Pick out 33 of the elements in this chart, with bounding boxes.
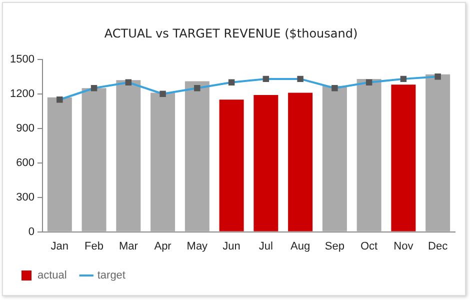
- bar: [219, 100, 244, 232]
- x-tick-label: May: [186, 240, 208, 252]
- bar: [150, 92, 176, 232]
- bar: [82, 88, 106, 232]
- x-tick-label: Jul: [258, 240, 273, 252]
- legend-label: target: [97, 270, 126, 282]
- x-tick-label: Jan: [50, 240, 69, 252]
- x-tick-label: Oct: [360, 240, 378, 252]
- bar: [426, 74, 450, 232]
- x-tick-label: Apr: [154, 240, 172, 252]
- y-tick-label: 0: [28, 226, 34, 238]
- x-tick-label: Sep: [324, 240, 344, 252]
- y-tick-label: 300: [16, 191, 34, 204]
- x-tick-label: Nov: [394, 240, 414, 252]
- legend-label: actual: [38, 270, 67, 282]
- y-tick-label: 900: [16, 122, 34, 134]
- y-tick-label: 1200: [10, 88, 34, 100]
- bar: [322, 86, 347, 232]
- y-tick-label: 600: [16, 156, 34, 169]
- bar: [356, 78, 382, 232]
- bar: [116, 80, 141, 232]
- y-tick-label: 1500: [10, 53, 34, 66]
- bar: [254, 95, 278, 232]
- bar: [288, 92, 313, 232]
- x-tick-label: Aug: [290, 240, 310, 252]
- bar: [391, 84, 416, 232]
- x-tick-label: Feb: [84, 240, 104, 252]
- x-tick-label: Mar: [118, 240, 138, 252]
- chart-title: ACTUAL vs TARGET REVENUE ($thousand): [104, 26, 358, 40]
- x-tick-label: Dec: [428, 240, 448, 252]
- bar: [184, 81, 210, 232]
- x-tick-label: Jun: [222, 240, 240, 252]
- bar: [47, 97, 72, 232]
